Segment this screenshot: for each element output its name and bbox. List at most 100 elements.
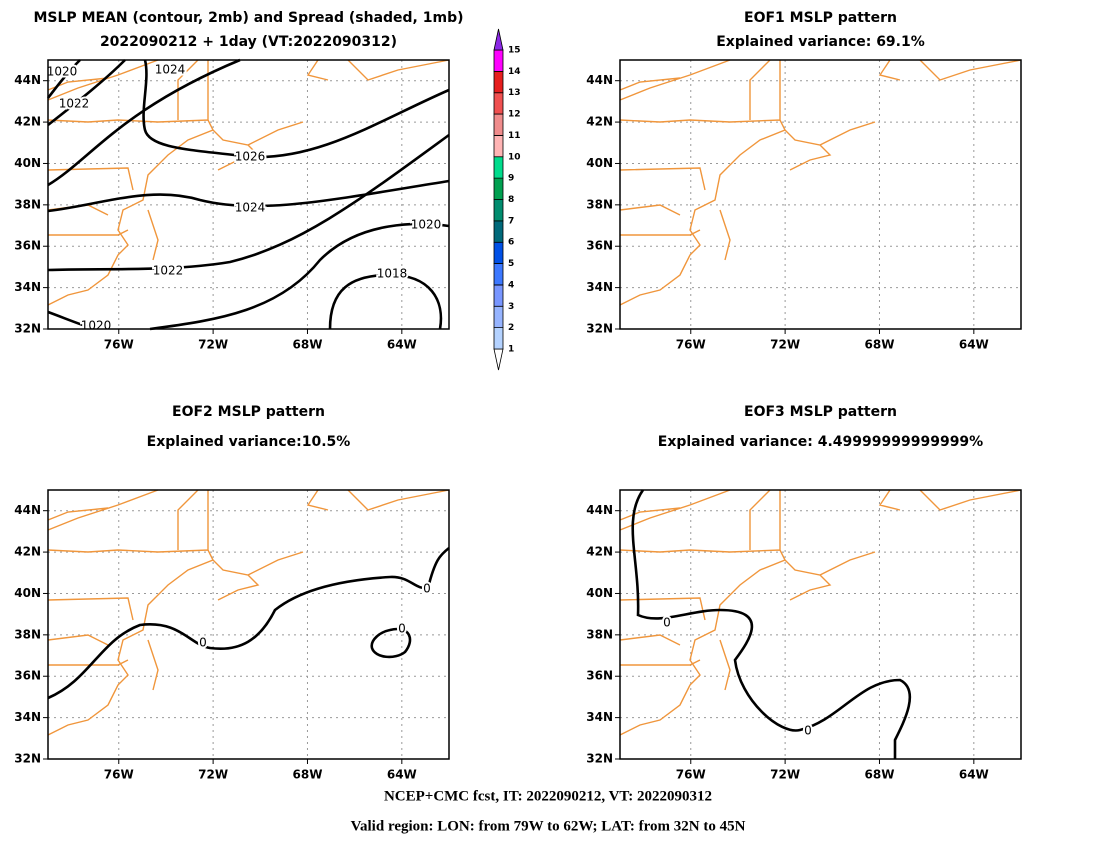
y-tick-label: 44N	[586, 503, 613, 517]
map-frame	[619, 59, 1022, 330]
colorbar-label: 13	[508, 88, 521, 98]
colorbar-label: 2	[508, 323, 514, 333]
colorbar-label: 1	[508, 345, 514, 355]
y-tick-label: 34N	[586, 280, 613, 294]
y-tick-label: 42N	[586, 115, 613, 129]
y-tick-label: 32N	[586, 322, 613, 336]
panel-title: Explained variance: 69.1%	[716, 34, 925, 50]
contour-label: 1020	[81, 319, 112, 333]
map-frame	[47, 489, 450, 760]
x-tick-label: 68W	[293, 768, 323, 782]
y-tick-label: 38N	[586, 197, 613, 211]
contours	[47, 546, 450, 700]
panel-title: MSLP MEAN (contour, 2mb) and Spread (sha…	[34, 10, 464, 26]
colorbar-label: 4	[508, 280, 514, 290]
colorbar-label: 14	[508, 67, 521, 77]
contour-label: 1026	[235, 150, 266, 164]
contour-label: 1018	[377, 267, 408, 281]
colorbar-label: 3	[508, 302, 514, 312]
colorbar-box	[493, 177, 504, 200]
y-tick-label: 40N	[586, 586, 613, 600]
colorbar-label: 15	[508, 46, 521, 56]
x-tick-label: 72W	[198, 338, 228, 352]
y-tick-label: 40N	[586, 156, 613, 170]
colorbar-label: 5	[508, 259, 514, 269]
x-tick-label: 68W	[865, 338, 895, 352]
y-tick-label: 34N	[14, 280, 41, 294]
contour-label: 0	[199, 636, 207, 650]
y-tick-label: 36N	[586, 239, 613, 253]
x-tick-label: 68W	[865, 768, 895, 782]
contour-labels: 1020 1022 1024 1026 1024 1022 1020 1018 …	[45, 61, 444, 335]
x-tick-label: 76W	[104, 768, 134, 782]
x-tick-label: 72W	[770, 338, 800, 352]
colorbar-box	[493, 284, 504, 307]
map-frame	[619, 489, 1022, 760]
panel-title: 2022090212 + 1day (VT:2022090312)	[100, 34, 397, 50]
colorbar-box	[493, 220, 504, 243]
colorbar-box	[493, 327, 504, 350]
contour	[631, 489, 912, 759]
contour-label: 1020	[47, 65, 78, 79]
colorbar-box	[493, 135, 504, 158]
y-tick-label: 36N	[14, 239, 41, 253]
colorbar-box	[493, 113, 504, 136]
y-tick-label: 34N	[586, 710, 613, 724]
footer: Valid region: LON: from 79W to 62W; LAT:…	[351, 818, 746, 834]
x-tick-label: 76W	[676, 768, 706, 782]
contour-label: 0	[804, 724, 812, 738]
colorbar-box	[493, 156, 504, 179]
contour-label: 1024	[155, 63, 186, 77]
y-tick-label: 42N	[586, 545, 613, 559]
y-tick-label: 40N	[14, 156, 41, 170]
x-tick-label: 76W	[104, 338, 134, 352]
y-tick-label: 44N	[586, 73, 613, 87]
colorbar-label: 6	[508, 238, 514, 248]
panel-title: EOF2 MSLP pattern	[172, 404, 325, 420]
contour-label: 1022	[153, 264, 184, 278]
y-tick-label: 36N	[14, 669, 41, 683]
contour-label: 0	[663, 616, 671, 630]
contour-label: 1020	[411, 218, 442, 232]
colorbar-box	[493, 49, 504, 72]
x-tick-label: 76W	[676, 338, 706, 352]
colorbar-box	[493, 70, 504, 94]
x-tick-label: 64W	[387, 338, 417, 352]
contours	[46, 58, 450, 331]
coastline	[619, 59, 1022, 306]
y-tick-label: 42N	[14, 115, 41, 129]
colorbar-box	[493, 305, 504, 329]
panel-title: EOF1 MSLP pattern	[744, 10, 897, 26]
colorbar-box	[493, 263, 504, 286]
x-tick-label: 64W	[959, 338, 989, 352]
y-tick-label: 42N	[14, 545, 41, 559]
y-tick-label: 38N	[14, 627, 41, 641]
y-tick-label: 32N	[586, 752, 613, 766]
y-tick-label: 32N	[14, 322, 41, 336]
colorbar-box	[493, 92, 504, 115]
colorbar-box	[493, 348, 504, 371]
colorbar-label: 9	[508, 174, 514, 184]
y-tick-label: 38N	[14, 197, 41, 211]
x-tick-label: 72W	[198, 768, 228, 782]
x-tick-label: 64W	[959, 768, 989, 782]
contour-label: 1022	[59, 97, 90, 111]
coastline	[619, 489, 1022, 736]
panel-title: Explained variance:10.5%	[147, 434, 351, 450]
colorbar-label: 11	[508, 131, 521, 141]
y-tick-label: 40N	[14, 586, 41, 600]
y-tick-label: 38N	[586, 627, 613, 641]
y-tick-label: 34N	[14, 710, 41, 724]
colorbar-label: 10	[508, 152, 521, 162]
colorbar-label: 8	[508, 195, 514, 205]
contour-label: 0	[398, 622, 406, 636]
x-tick-label: 64W	[387, 768, 417, 782]
y-tick-label: 44N	[14, 73, 41, 87]
y-tick-label: 44N	[14, 503, 41, 517]
y-tick-label: 36N	[586, 669, 613, 683]
contour-label: 1024	[235, 201, 266, 215]
colorbar-label: 7	[508, 216, 514, 226]
footer: NCEP+CMC fcst, IT: 2022090212, VT: 20220…	[384, 788, 712, 804]
coastline	[47, 489, 450, 736]
